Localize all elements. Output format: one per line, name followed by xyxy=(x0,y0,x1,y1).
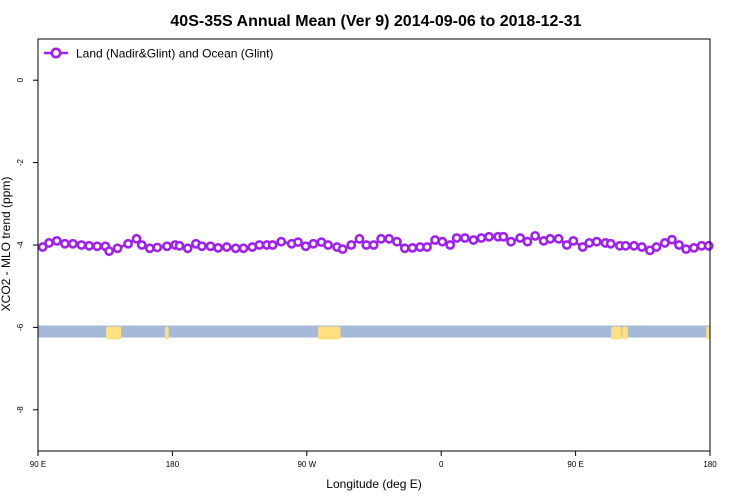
data-point xyxy=(196,241,207,252)
series-group xyxy=(37,231,714,257)
data-point xyxy=(530,231,540,241)
land-patch xyxy=(622,326,628,340)
data-point xyxy=(354,233,365,244)
y-axis-label: XCO2 - MLO trend (ppm) xyxy=(0,177,13,312)
data-point xyxy=(123,238,134,249)
x-tick-label: 0 xyxy=(439,460,444,469)
data-point xyxy=(591,236,602,247)
data-point xyxy=(522,236,533,247)
data-point xyxy=(515,233,526,243)
x-tick-label: 180 xyxy=(703,460,717,469)
x-axis-label: Longitude (deg E) xyxy=(326,477,421,491)
data-point xyxy=(136,240,147,250)
land-patch xyxy=(106,326,122,340)
land-patch xyxy=(164,326,169,340)
data-point xyxy=(337,244,348,255)
data-point xyxy=(84,240,95,251)
y-tick-label: -4 xyxy=(16,241,25,249)
data-point xyxy=(468,235,479,245)
data-point xyxy=(300,241,311,252)
y-tick-label: -8 xyxy=(16,406,25,414)
y-tick-label: -2 xyxy=(16,158,25,166)
data-point xyxy=(230,243,241,254)
data-point xyxy=(407,242,418,253)
legend-label: Land (Nadir&Glint) and Ocean (Glint) xyxy=(76,47,273,61)
chart-title: 40S-35S Annual Mean (Ver 9) 2014-09-06 t… xyxy=(170,13,581,30)
data-point xyxy=(553,233,564,244)
axes: 90 E 180 90 W 0 90 E 180 0 -2 -4 -6 -8 xyxy=(16,38,717,469)
data-point xyxy=(620,240,631,251)
data-point xyxy=(568,235,579,246)
data-point xyxy=(392,236,402,247)
data-point xyxy=(674,240,684,250)
data-point xyxy=(254,240,265,250)
data-point xyxy=(92,241,103,252)
data-point xyxy=(399,243,410,254)
data-point xyxy=(131,233,142,244)
data-point xyxy=(422,242,432,252)
ocean-band xyxy=(38,325,710,338)
data-point xyxy=(144,243,155,254)
data-point xyxy=(703,240,714,251)
data-point xyxy=(44,238,54,248)
y-tick-label: -6 xyxy=(16,323,25,331)
data-point xyxy=(59,238,70,249)
data-point xyxy=(221,242,232,252)
land-patch xyxy=(318,326,341,340)
data-point xyxy=(104,246,115,257)
data-point xyxy=(437,236,448,247)
data-point xyxy=(112,243,123,254)
data-point xyxy=(636,242,647,252)
land-patch xyxy=(706,326,710,340)
data-point xyxy=(182,243,193,254)
data-point xyxy=(213,242,224,253)
data-point xyxy=(605,238,616,249)
data-point xyxy=(238,243,249,254)
data-point xyxy=(37,242,48,252)
data-point xyxy=(152,242,163,253)
data-point xyxy=(267,240,278,250)
data-point xyxy=(451,233,462,243)
data-point xyxy=(308,238,319,249)
data-point xyxy=(484,231,494,242)
x-tick-label: 90 W xyxy=(297,460,316,469)
data-point xyxy=(561,240,572,250)
data-point xyxy=(498,231,509,242)
data-point xyxy=(368,240,379,250)
data-point xyxy=(629,240,639,251)
data-point xyxy=(323,240,333,250)
x-tick-label: 90 E xyxy=(30,460,46,469)
data-point xyxy=(205,241,216,252)
data-point xyxy=(276,236,287,247)
data-point xyxy=(384,233,395,244)
data-point xyxy=(174,240,185,251)
legend: Land (Nadir&Glint) and Ocean (Glint) xyxy=(44,47,273,61)
data-point xyxy=(346,240,357,250)
data-point xyxy=(577,242,588,252)
y-tick-label: 0 xyxy=(16,77,25,82)
data-point xyxy=(651,242,662,252)
legend-marker xyxy=(50,47,62,59)
data-point xyxy=(689,242,699,253)
data-point xyxy=(681,244,692,255)
data-point xyxy=(76,240,87,250)
data-point xyxy=(667,234,677,245)
x-tick-label: 180 xyxy=(166,460,180,469)
data-point xyxy=(506,236,516,247)
data-point xyxy=(376,233,386,244)
surface-strip xyxy=(38,325,710,340)
x-tick-label: 90 E xyxy=(567,460,583,469)
data-point xyxy=(162,241,172,252)
data-point xyxy=(293,237,303,248)
data-point xyxy=(445,240,456,250)
data-point xyxy=(584,238,595,248)
data-point xyxy=(460,233,470,243)
data-point xyxy=(51,235,62,246)
data-point xyxy=(545,233,556,244)
data-point xyxy=(68,238,78,249)
data-point xyxy=(476,233,487,243)
land-patch xyxy=(611,326,622,340)
